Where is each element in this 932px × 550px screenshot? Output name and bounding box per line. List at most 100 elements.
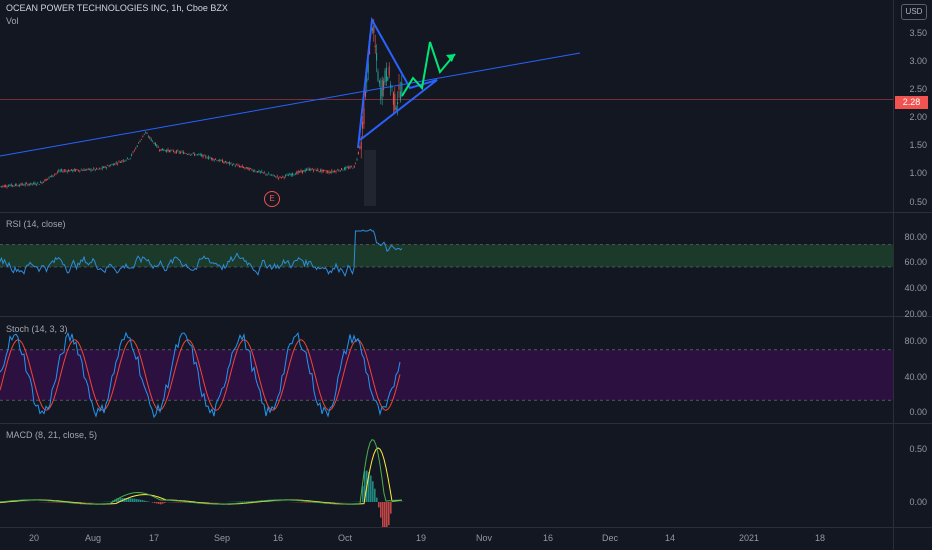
- candle-body: [189, 154, 191, 156]
- candle-body: [24, 183, 26, 186]
- candle-body: [133, 150, 135, 152]
- chart-canvas[interactable]: [0, 0, 893, 527]
- candle-body: [150, 138, 152, 141]
- candle-body: [68, 170, 70, 172]
- candle-body: [336, 169, 338, 171]
- candle-body: [222, 160, 224, 163]
- stoch-label[interactable]: Stoch (14, 3, 3): [6, 324, 68, 334]
- candle-body: [335, 170, 337, 173]
- candle-body: [73, 169, 75, 171]
- candle-body: [5, 185, 7, 187]
- candle-body: [89, 168, 91, 170]
- candle-body: [161, 148, 163, 151]
- candle-body: [219, 159, 221, 162]
- macd-histogram-bar: [388, 502, 390, 526]
- volume-label[interactable]: Vol: [6, 16, 19, 26]
- candle-body: [154, 142, 156, 146]
- candle-body: [264, 172, 266, 174]
- macd-histogram-bar: [156, 502, 158, 504]
- candle-body: [355, 163, 357, 164]
- candle-body: [233, 163, 235, 165]
- candle-body: [310, 169, 312, 171]
- candle-body: [317, 169, 319, 172]
- candle-body: [163, 149, 165, 151]
- candle-body: [243, 167, 245, 169]
- volume-bar: [364, 150, 376, 206]
- candle-body: [251, 169, 253, 171]
- candle-body: [167, 149, 169, 152]
- candle-body: [35, 184, 37, 186]
- candle-body: [289, 173, 291, 176]
- symbol-title[interactable]: OCEAN POWER TECHNOLOGIES INC, 1h, Cboe B…: [6, 3, 228, 13]
- pane-separator-3[interactable]: [0, 423, 932, 424]
- candle-body: [394, 93, 396, 111]
- candle-body: [103, 166, 105, 169]
- candle-body: [339, 170, 341, 172]
- candle-body: [338, 170, 340, 172]
- time-axis-label: Dec: [601, 533, 619, 543]
- candle-body: [271, 174, 273, 176]
- macd-label[interactable]: MACD (8, 21, close, 5): [6, 430, 98, 440]
- projection-path: [401, 41, 456, 97]
- macd-histogram-bar: [328, 502, 330, 503]
- candle-body: [286, 174, 288, 176]
- candle-body: [345, 167, 347, 170]
- candle-body: [159, 150, 161, 151]
- macd-histogram-bar: [372, 481, 374, 502]
- time-axis-label: 16: [542, 533, 554, 543]
- candle-body: [384, 70, 386, 83]
- earnings-marker[interactable]: E: [264, 191, 280, 207]
- candle-body: [371, 28, 373, 31]
- candle-body: [357, 152, 359, 155]
- candle-body: [180, 152, 182, 153]
- candle-body: [258, 170, 260, 173]
- candle-body: [115, 162, 117, 164]
- macd-histogram-bar: [180, 502, 182, 503]
- last-price-tag: 2.28: [895, 96, 928, 109]
- candle-body: [149, 136, 151, 139]
- candle-body: [196, 154, 198, 155]
- candle-body: [318, 171, 320, 172]
- candle-body: [72, 169, 74, 172]
- pane-separator-2[interactable]: [0, 316, 932, 317]
- macd-histogram-bar: [164, 502, 166, 503]
- candle-body: [42, 181, 44, 183]
- candle-body: [366, 78, 368, 82]
- macd-histogram-bar: [384, 502, 386, 527]
- candle-body: [90, 168, 92, 171]
- macd-histogram-bar: [54, 502, 56, 503]
- macd-histogram-bar: [58, 502, 60, 503]
- rsi-label[interactable]: RSI (14, close): [6, 219, 66, 229]
- candle-body: [210, 157, 212, 160]
- pane-separator-1[interactable]: [0, 212, 932, 213]
- candle-body: [275, 177, 277, 178]
- candle-body: [94, 169, 96, 171]
- currency-button[interactable]: USD: [901, 4, 927, 20]
- macd-histogram-bar: [308, 502, 310, 503]
- candle-body: [391, 86, 393, 88]
- price-axis[interactable]: 3.50 3.00 2.50 2.00 1.50 1.00 0.50 80.00 60.00 4…: [893, 0, 932, 550]
- candle-body: [82, 170, 84, 171]
- macd-histogram-bar: [132, 498, 134, 502]
- candle-body: [55, 173, 57, 174]
- candle-body: [195, 154, 197, 156]
- macd-histogram-bar: [60, 502, 62, 503]
- candle-body: [112, 164, 114, 166]
- candle-body: [367, 58, 369, 73]
- candle-body: [212, 158, 214, 161]
- time-axis-label: 16: [272, 533, 284, 543]
- candle-body: [13, 185, 15, 187]
- candle-body: [87, 168, 89, 170]
- rsi-axis-tick: 80.00: [904, 232, 927, 242]
- candle-body: [327, 171, 329, 173]
- candle-body: [307, 168, 309, 170]
- candle-body: [247, 167, 249, 170]
- candle-body: [378, 81, 380, 84]
- macd-histogram-bar: [162, 502, 164, 504]
- candle-body: [230, 162, 232, 164]
- stoch-axis-tick: 80.00: [904, 336, 927, 346]
- candle-body: [395, 107, 397, 111]
- candle-body: [139, 141, 141, 143]
- rsi-axis-tick: 40.00: [904, 283, 927, 293]
- rsi-band: [0, 244, 893, 267]
